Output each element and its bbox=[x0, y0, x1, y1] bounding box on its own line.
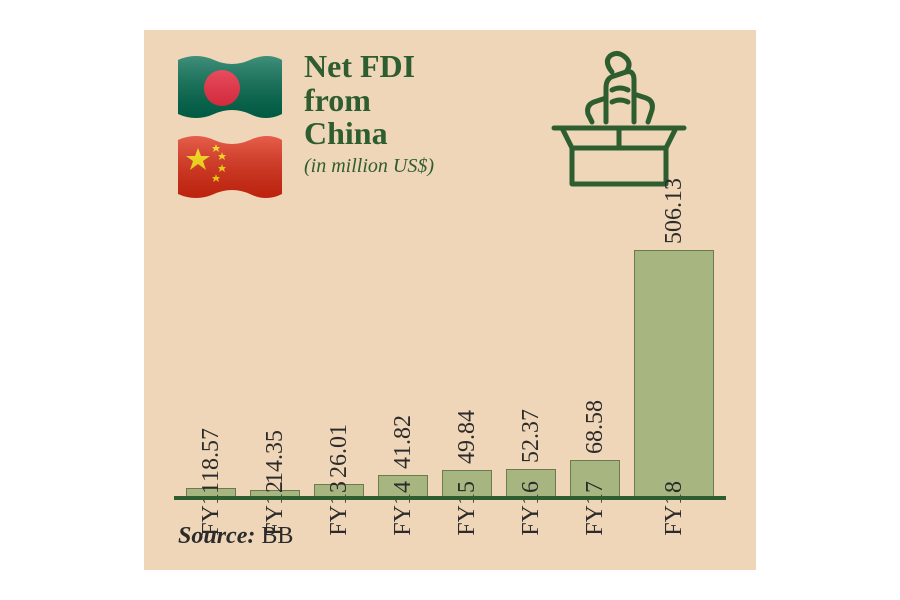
bar-value-label: 506.13 bbox=[661, 178, 688, 244]
bar-category-label: FY14 bbox=[390, 481, 417, 536]
bar-value-label: 52.37 bbox=[518, 409, 545, 463]
canvas: Net FDI from China (in million US$) 18.5… bbox=[0, 0, 900, 600]
bar-value-label: 18.57 bbox=[198, 428, 225, 482]
bar-category-label: FY13 bbox=[326, 481, 353, 536]
chart-title: Net FDI from China bbox=[304, 50, 534, 151]
bar-category-label: FY17 bbox=[582, 481, 609, 536]
investment-icon bbox=[544, 50, 694, 190]
source-line: Source: BB bbox=[178, 523, 293, 550]
bar bbox=[634, 250, 714, 498]
bar-category-label: FY16 bbox=[518, 481, 545, 536]
bar-value-label: 68.58 bbox=[582, 400, 609, 454]
bar-group: 506.13FY18 bbox=[634, 178, 714, 498]
title-block: Net FDI from China (in million US$) bbox=[304, 50, 534, 178]
bar-value-label: 14.35 bbox=[262, 430, 289, 484]
bar-group: 26.01FY13 bbox=[314, 178, 364, 498]
bar-group: 49.84FY15 bbox=[442, 178, 492, 498]
bar-group: 18.57FY11 bbox=[186, 178, 236, 498]
bar-group: 52.37FY16 bbox=[506, 178, 556, 498]
bar-category-label: FY18 bbox=[661, 481, 688, 536]
bar-group: 68.58FY17 bbox=[570, 178, 620, 498]
title-line: China bbox=[304, 117, 534, 151]
title-line: Net FDI bbox=[304, 50, 534, 84]
bar-value-label: 49.84 bbox=[454, 410, 481, 464]
source-label: Source: bbox=[178, 523, 261, 549]
title-line: from bbox=[304, 84, 534, 118]
bar-group: 14.35FY12 bbox=[250, 178, 300, 498]
source-value: BB bbox=[261, 523, 293, 549]
chart-subtitle: (in million US$) bbox=[304, 155, 534, 178]
bar-value-label: 41.82 bbox=[390, 415, 417, 469]
bar-group: 41.82FY14 bbox=[378, 178, 428, 498]
bangladesh-flag-icon bbox=[176, 54, 286, 124]
bar-value-label: 26.01 bbox=[326, 424, 353, 478]
bar-category-label: FY15 bbox=[454, 481, 481, 536]
bar-chart: 18.57FY11 14.35FY12 26.01FY13 41.82FY14 49.8… bbox=[186, 178, 714, 498]
chart-card: Net FDI from China (in million US$) 18.5… bbox=[144, 30, 756, 570]
chart-baseline bbox=[174, 496, 726, 500]
